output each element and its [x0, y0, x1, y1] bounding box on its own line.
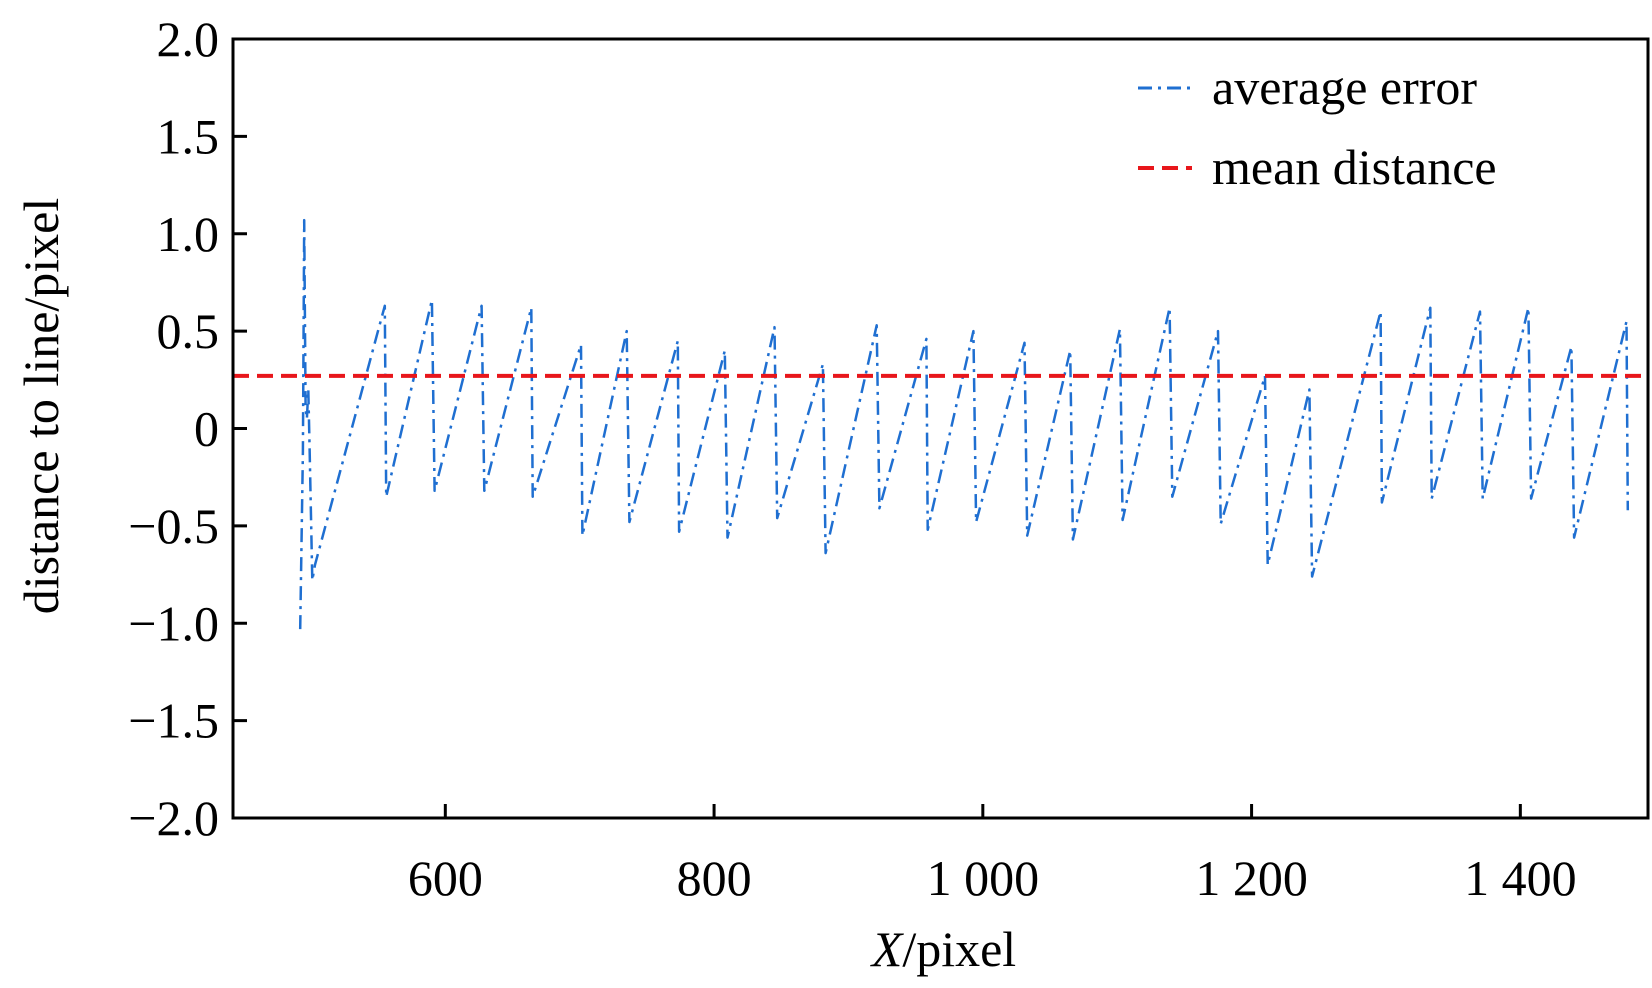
x-axis-label: X/pixel — [870, 921, 1016, 977]
x-tick-label: 1 000 — [927, 850, 1040, 906]
x-tick-label: 600 — [408, 850, 483, 906]
x-axis-label-unit: /pixel — [902, 921, 1016, 977]
y-tick-label: −0.5 — [128, 498, 219, 554]
legend: average error mean distance — [1138, 59, 1497, 195]
y-tick-label: 1.0 — [157, 206, 220, 262]
y-tick-label: 0.5 — [157, 303, 220, 359]
y-tick-label: 0 — [194, 401, 219, 457]
legend-label-mean-distance: mean distance — [1212, 139, 1497, 195]
y-tick-label: 2.0 — [157, 11, 220, 67]
legend-label-average-error: average error — [1212, 59, 1477, 115]
x-tick-label: 1 200 — [1195, 850, 1308, 906]
y-tick-label: −1.0 — [128, 595, 219, 651]
x-tick-label: 800 — [677, 850, 752, 906]
y-tick-label: −2.0 — [128, 790, 219, 846]
y-tick-label: −1.5 — [128, 693, 219, 749]
x-axis-label-variable: X — [870, 921, 905, 977]
series-line-average-error — [298, 218, 1630, 630]
x-tick-label: 1 400 — [1464, 850, 1577, 906]
series-layer — [233, 218, 1648, 630]
y-axis-label: distance to line/pixel — [13, 198, 69, 615]
y-tick-label: 1.5 — [157, 108, 220, 164]
ticks-layer: 2.0 1.5 1.0 0.5 0 −0.5 −1.0 −1.5 −2.0 600 800 1 000… — [128, 11, 1576, 906]
